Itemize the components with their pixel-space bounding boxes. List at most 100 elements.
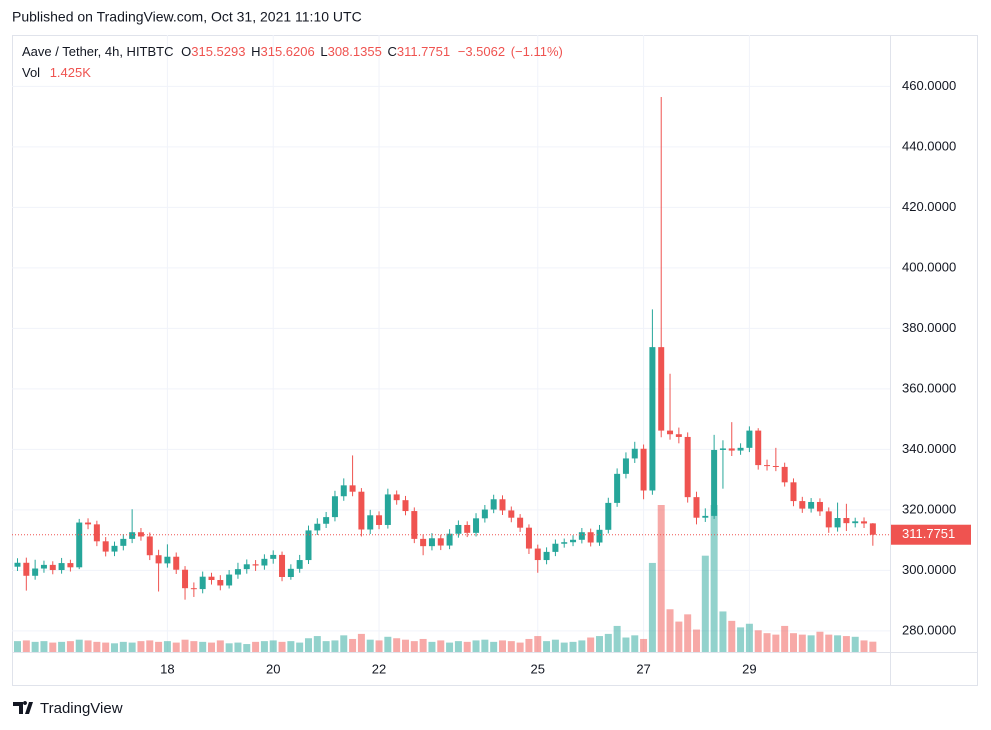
volume-bar — [366, 639, 374, 652]
volume-bar — [851, 636, 859, 652]
candle-body — [437, 538, 444, 546]
candle-body — [570, 539, 577, 543]
brand-name: TradingView — [40, 700, 123, 717]
ohlc-label: L — [320, 44, 327, 59]
x-tick-label: 22 — [372, 661, 386, 676]
candle-body — [525, 527, 532, 549]
volume-bar — [675, 621, 683, 652]
candle-body — [393, 494, 400, 501]
candle-body — [279, 554, 286, 577]
candle-body — [85, 522, 92, 525]
candle-body — [861, 521, 868, 524]
candle-body — [226, 574, 233, 586]
candle-body — [402, 500, 409, 512]
candle-body — [217, 580, 224, 586]
volume-bar — [701, 555, 709, 652]
volume-bar — [419, 638, 427, 652]
ohlc-label: O — [181, 44, 191, 59]
candle-body — [420, 538, 427, 547]
candle-body — [614, 473, 621, 503]
open-value: 315.5293 — [191, 44, 245, 59]
candle-body — [578, 532, 585, 540]
candle-body — [508, 510, 515, 518]
candle-body — [764, 465, 771, 467]
candle-body — [384, 494, 391, 525]
last-price-label: 311.7751 — [902, 526, 955, 541]
volume-bar — [401, 639, 409, 652]
volume-bar — [260, 641, 268, 652]
candle-body — [270, 554, 277, 559]
x-tick-label: 25 — [531, 661, 545, 676]
volume-bar — [631, 635, 639, 652]
volume-bar — [816, 631, 824, 652]
volume-bar — [745, 623, 753, 652]
symbol: Aave / Tether, 4h, HITBTC — [22, 44, 174, 59]
volume-bar — [93, 641, 101, 652]
candle-body — [843, 518, 850, 524]
candle-body — [111, 545, 118, 552]
candle-body — [428, 538, 435, 547]
volume-bar — [454, 641, 462, 652]
y-tick-label: 340.0000 — [902, 441, 956, 456]
volume-bar — [357, 633, 365, 652]
candle-body — [199, 576, 206, 590]
candle-body — [349, 485, 356, 492]
volume-bar — [692, 629, 700, 652]
volume-bar — [490, 641, 498, 652]
volume-bar — [728, 620, 736, 652]
volume-bar — [340, 635, 348, 652]
candle-body — [737, 447, 744, 451]
volume-bar — [587, 637, 595, 652]
ohlc-label: H — [251, 44, 260, 59]
volume-bar — [66, 641, 74, 652]
y-tick-label: 460.0000 — [902, 78, 956, 93]
candle-body — [208, 576, 215, 581]
volume-bar — [428, 641, 436, 652]
volume-bar — [737, 627, 745, 652]
y-tick-label: 440.0000 — [902, 138, 956, 153]
volume-bar — [472, 640, 480, 652]
volume-bar — [807, 635, 815, 652]
candle-body — [323, 517, 330, 524]
volume-bar — [648, 562, 656, 652]
volume-bar — [842, 636, 850, 652]
candle-body — [834, 518, 841, 528]
candle-body — [287, 568, 294, 577]
volume-bar — [516, 642, 524, 652]
volume-bar — [163, 641, 171, 652]
candle-body — [182, 569, 189, 589]
candle-body — [473, 518, 480, 533]
candle-body — [243, 564, 250, 570]
candle-body — [869, 523, 876, 535]
volume-bar — [384, 636, 392, 652]
candle-body — [755, 430, 762, 466]
candle-body — [631, 448, 638, 459]
ohlc-label: C — [387, 44, 396, 59]
legend-line: Aave / Tether, 4h, HITBTC O315.5293 H315… — [22, 44, 563, 59]
volume-bar — [331, 640, 339, 652]
y-tick-label: 300.0000 — [902, 562, 956, 577]
volume-label: Vol — [22, 65, 40, 80]
volume-bar — [860, 640, 868, 652]
candle-body — [367, 515, 374, 530]
published-note: Published on TradingView.com, Oct 31, 20… — [12, 9, 362, 25]
candle-body — [781, 466, 788, 483]
x-tick-label: 18 — [160, 661, 174, 676]
candle-body — [790, 482, 797, 502]
candle-body — [552, 543, 559, 552]
candle-body — [331, 496, 338, 518]
candle-body — [446, 533, 453, 546]
volume-bar — [375, 640, 383, 652]
candle-body — [358, 491, 365, 530]
candle-body — [649, 347, 656, 491]
volume-bar — [569, 641, 577, 652]
volume-bar — [772, 634, 780, 652]
volume-bar — [498, 640, 506, 652]
volume-bar — [825, 634, 833, 652]
candle-body — [534, 548, 541, 561]
candle-body — [252, 564, 259, 566]
brand-logo: TradingView — [13, 700, 123, 717]
volume-legend: Vol 1.425K — [22, 65, 91, 80]
volume-bar — [604, 633, 612, 652]
